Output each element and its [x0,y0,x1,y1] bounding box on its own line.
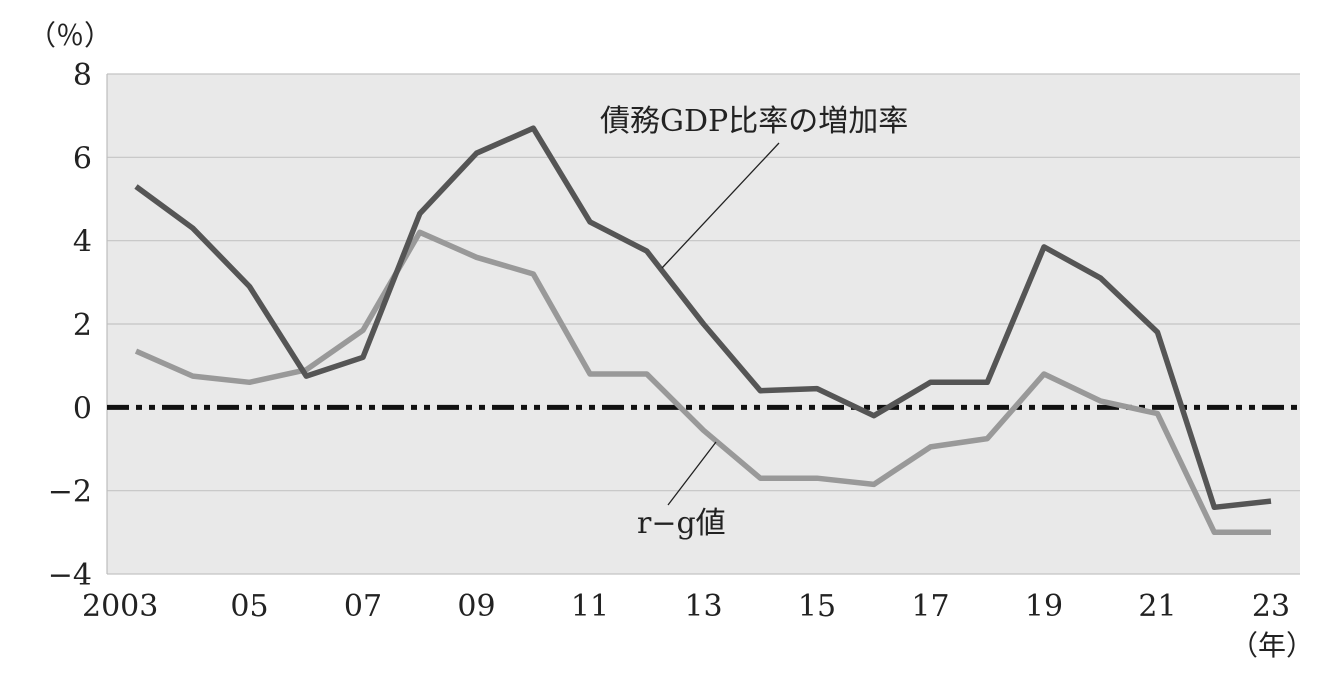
y-axis-unit: （％） [28,19,112,52]
annotation-leader-debt-gdp [661,142,780,269]
x-tick-label: 19 [1025,589,1063,624]
y-tick-label: 2 [73,308,92,343]
x-tick-label: 15 [798,589,836,624]
x-axis-ticks: 2003 05 07 09 11 13 15 17 19 21 23 [82,589,1290,624]
x-axis-unit: （年） [1230,629,1314,662]
series-label-debt-gdp: 債務GDP比率の増加率 [600,104,908,139]
x-tick-label: 17 [911,589,949,624]
x-tick-label: 11 [571,589,609,624]
y-tick-label: 8 [73,58,92,93]
x-tick-label: 09 [457,589,495,624]
x-tick-label: 07 [344,589,382,624]
x-tick-label: 21 [1138,589,1176,624]
y-tick-label: −2 [48,475,92,510]
x-tick-label: 23 [1252,589,1290,624]
y-tick-label: 0 [73,391,92,426]
y-tick-label: −4 [48,558,92,593]
series-line-rg [134,229,1271,536]
x-tick-label: 13 [684,589,722,624]
series-label-rg: r−g値 [637,506,726,541]
y-tick-label: 4 [73,225,92,260]
annotation-leader-rg [667,441,717,506]
y-axis-ticks: 8 6 4 2 0 −2 −4 [48,58,92,593]
series-line-debt-gdp [134,125,1272,511]
y-tick-label: 6 [73,141,92,176]
x-tick-label: 05 [230,589,268,624]
x-tick-label: 2003 [82,589,158,624]
